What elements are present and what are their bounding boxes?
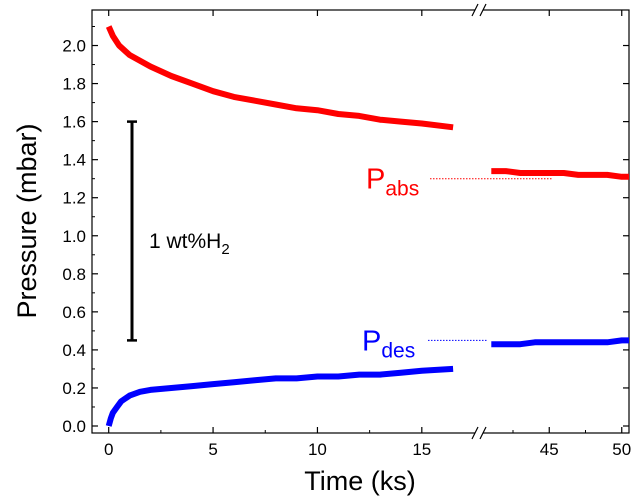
series-pdes-segment-2	[491, 337, 629, 348]
y-tick-label: 1.6	[62, 113, 86, 132]
series-pabs-segment-2	[491, 168, 629, 180]
pabs-label: Pabs	[366, 164, 419, 201]
y-tick-label: 1.0	[62, 227, 86, 246]
x-tick-label: 5	[208, 440, 217, 459]
scale-bar-label-sub: 2	[221, 241, 229, 258]
x-tick-label: 15	[412, 440, 431, 459]
x-tick-label: 0	[104, 440, 113, 459]
x-tick-label: 45	[540, 440, 559, 459]
series-layer	[105, 25, 629, 427]
pdes-label-sub: des	[381, 339, 415, 362]
axis-break-slash	[471, 3, 479, 17]
pabs-label-sub: abs	[385, 178, 419, 201]
x-tick-label: 50	[612, 440, 631, 459]
y-tick-label: 2.0	[62, 37, 86, 56]
y-tick-label: 0.2	[62, 379, 86, 398]
y-tick-label: 0.8	[62, 265, 86, 284]
axis-break-gap	[475, 431, 483, 435]
series-pdes-segment-1	[105, 365, 454, 427]
axis-layer: 0.0 0.2 0.4 0.6 0.8 1.0 1.2 1.4 1.6 1.8 2.0 0 5 10 15 4…	[62, 3, 631, 459]
pdes-label: Pdes	[362, 325, 415, 362]
axis-break-slash	[471, 426, 479, 440]
y-tick-label: 1.4	[62, 151, 86, 170]
y-tick-label: 0.4	[62, 341, 86, 360]
axis-break-gap	[475, 8, 483, 12]
pdes-label-main: P	[362, 325, 381, 357]
axis-break-slash	[479, 426, 487, 440]
pabs-label-main: P	[366, 164, 385, 196]
series-pabs-segment-1	[105, 25, 454, 131]
y-tick-label: 1.2	[62, 189, 86, 208]
x-tick-label: 10	[308, 440, 327, 459]
x-axis-title: Time (ks)	[304, 466, 415, 496]
scale-bar-label-main: 1 wt%H	[149, 230, 221, 253]
axis-break-slash	[479, 3, 487, 17]
y-axis-title: Pressure (mbar)	[12, 123, 42, 318]
y-tick-label: 1.8	[62, 75, 86, 94]
scale-bar-label: 1 wt%H2	[149, 230, 230, 258]
plot-area-border	[91, 9, 630, 434]
plot-frame	[91, 9, 630, 434]
y-tick-label: 0.6	[62, 303, 86, 322]
y-tick-label: 0.0	[62, 417, 86, 436]
